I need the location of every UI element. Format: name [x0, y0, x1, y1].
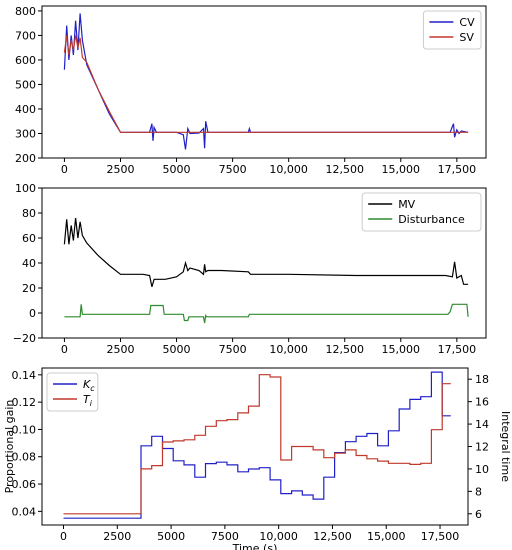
x-tick-label: 0 — [60, 530, 67, 543]
y-tick-label: 20 — [22, 282, 36, 295]
y-tick-label: 0.10 — [12, 423, 37, 436]
y-tick-label: 300 — [15, 127, 36, 140]
y-tick-label: 40 — [22, 257, 36, 270]
plot-area — [63, 371, 451, 519]
series-line-cv — [63, 13, 469, 150]
y-axis-label: Proportional gain — [3, 400, 16, 494]
x-tick-label: 7500 — [219, 343, 247, 356]
x-tick-label: 15,000 — [367, 530, 406, 543]
legend-label: Kc — [83, 378, 95, 393]
x-tick-label: 2500 — [106, 163, 134, 176]
x-tick-label: 5000 — [157, 530, 185, 543]
chart-panel-3: 0 2500 5000 7500 10,000 12,500 15,000 17,500 0.0… — [3, 367, 512, 550]
axes-frame — [41, 5, 487, 159]
x-tick-label: 15,000 — [382, 163, 421, 176]
plot-area — [63, 217, 469, 324]
series-line-t — [63, 374, 451, 515]
series-line-mv — [63, 217, 469, 287]
y-right-tick-label: 18 — [475, 373, 489, 386]
y-tick-label: 800 — [15, 5, 36, 18]
y-right-tick-label: 14 — [475, 418, 489, 431]
y-right-axis-label: Integral time — [499, 411, 512, 482]
x-tick-label: 15,000 — [382, 343, 421, 356]
x-tick-label: 12,500 — [325, 343, 364, 356]
x-tick-label: 7500 — [219, 163, 247, 176]
y-right-tick-label: 8 — [475, 485, 482, 498]
y-tick-label: 100 — [15, 182, 36, 195]
y-tick-label: 0.12 — [12, 396, 37, 409]
chart-panel-1: 0 2500 5000 7500 10,000 12,500 15,000 17,500 200… — [15, 5, 487, 176]
y-tick-label: 80 — [22, 207, 36, 220]
x-tick-label: 17,500 — [421, 530, 460, 543]
x-tick-label: 10,000 — [269, 343, 308, 356]
legend-box — [422, 10, 482, 50]
y-tick-label: −20 — [13, 332, 36, 345]
x-tick-label: 5000 — [163, 163, 191, 176]
x-tick-label: 2500 — [103, 530, 131, 543]
legend-box — [46, 372, 99, 412]
x-tick-label: 0 — [61, 163, 68, 176]
y-tick-label: 0.06 — [12, 478, 37, 491]
legend-box — [361, 192, 482, 232]
series-line-sv — [63, 35, 469, 133]
legend: MV Disturbance — [361, 192, 482, 232]
x-tick-label: 5000 — [163, 343, 191, 356]
y-tick-label: 700 — [15, 29, 36, 42]
y-tick-label: 0.14 — [12, 369, 37, 382]
y-right-tick-label: 16 — [475, 396, 489, 409]
x-tick-label: 12,500 — [313, 530, 352, 543]
x-tick-label: 7500 — [211, 530, 239, 543]
y-tick-label: 0.04 — [12, 505, 37, 518]
x-tick-label: 10,000 — [269, 163, 308, 176]
y-tick-label: 600 — [15, 54, 36, 67]
y-right-tick-label: 10 — [475, 463, 489, 476]
chart-panel-2: 0 2500 5000 7500 10,000 12,500 15,000 17,500 −20… — [13, 182, 487, 356]
y-tick-label: 500 — [15, 78, 36, 91]
x-tick-label: 12,500 — [325, 163, 364, 176]
y-tick-label: 0 — [29, 307, 36, 320]
x-tick-label: 17,500 — [438, 343, 477, 356]
legend-label: SV — [459, 31, 474, 44]
x-tick-label: 0 — [61, 343, 68, 356]
legend-label: Ti — [83, 393, 93, 408]
y-right-tick-label: 6 — [475, 508, 482, 521]
x-axis-label: Time (s) — [232, 542, 278, 550]
x-tick-label: 2500 — [106, 343, 134, 356]
y-right-tick-label: 12 — [475, 441, 489, 454]
y-tick-label: 0.08 — [12, 451, 37, 464]
y-tick-label: 400 — [15, 103, 36, 116]
legend: CV SV — [422, 10, 482, 50]
series-line-k — [63, 371, 451, 519]
y-tick-label: 200 — [15, 152, 36, 165]
legend-label: CV — [459, 16, 475, 29]
plot-area — [63, 13, 469, 150]
y-tick-label: 60 — [22, 232, 36, 245]
series-line-disturbance — [64, 303, 469, 324]
legend-label: Disturbance — [398, 213, 465, 226]
x-tick-label: 10,000 — [259, 530, 298, 543]
legend-label: MV — [398, 198, 415, 211]
axes-frame — [41, 367, 469, 526]
x-tick-label: 17,500 — [438, 163, 477, 176]
